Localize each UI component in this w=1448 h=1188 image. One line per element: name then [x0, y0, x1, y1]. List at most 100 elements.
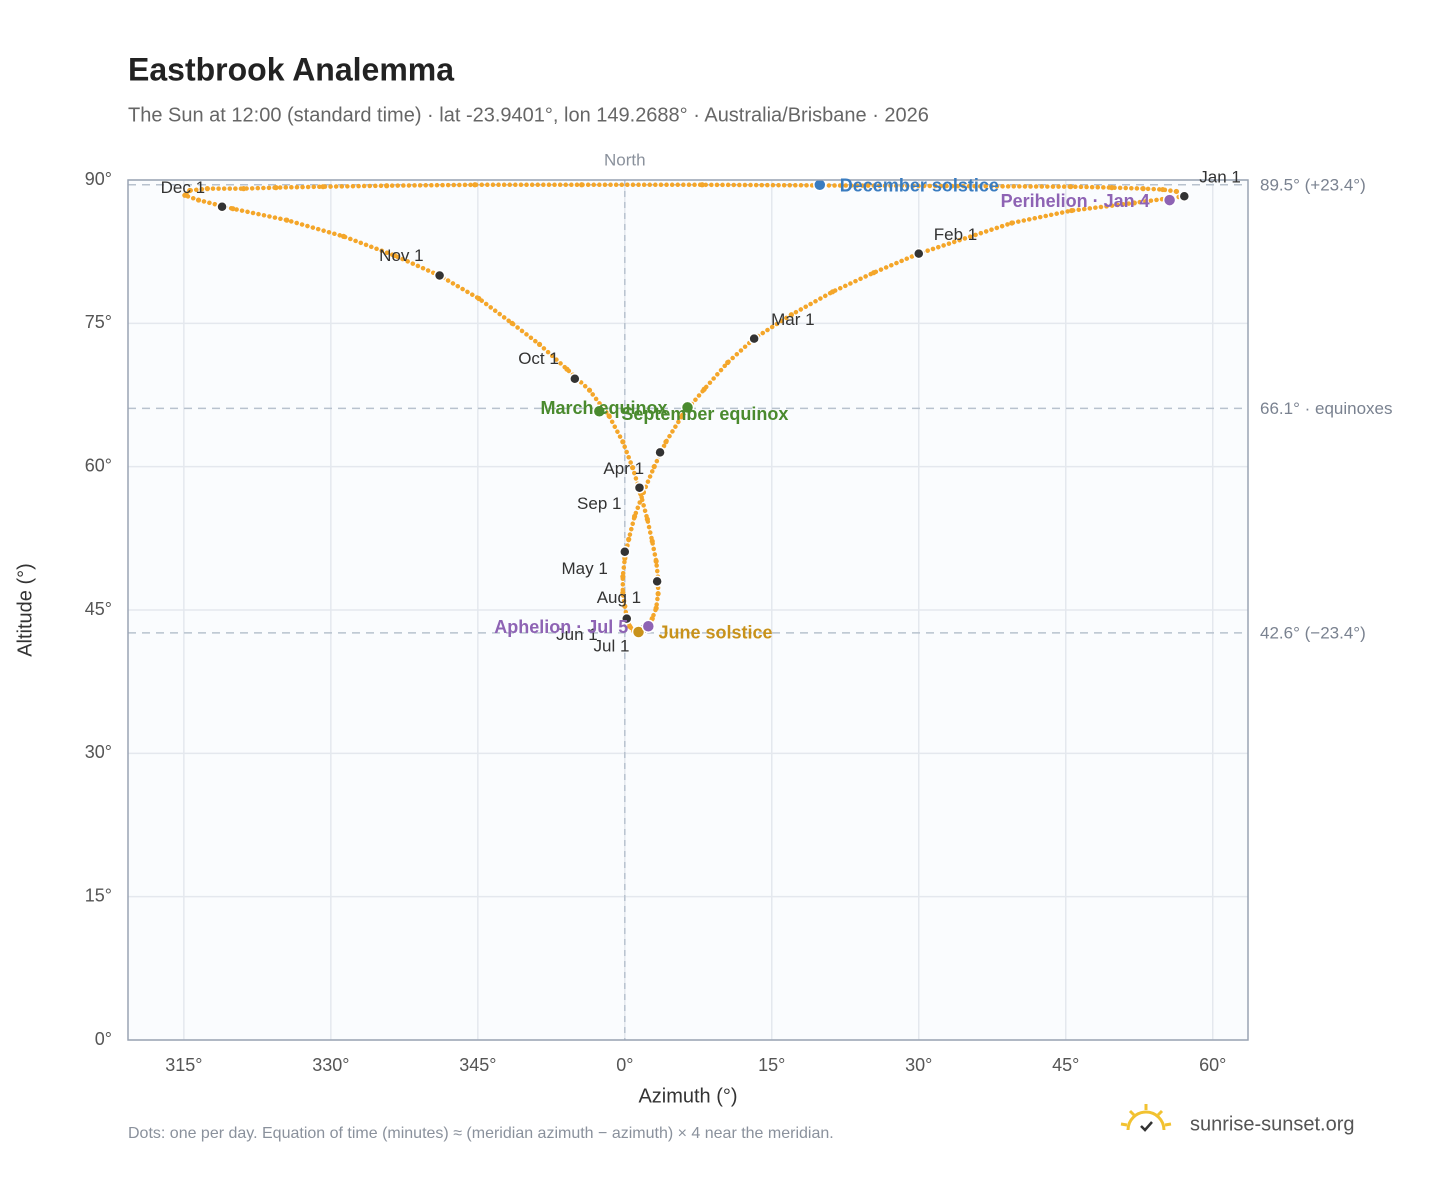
plot-frame: [127, 179, 1249, 1041]
y-tick-label: 45°: [85, 599, 112, 619]
daily-dot: [1131, 200, 1137, 206]
daily-dot: [1160, 186, 1166, 193]
event-marker: [592, 404, 607, 418]
daily-dot: [649, 538, 655, 544]
x-tick-label: 45°: [1052, 1055, 1079, 1075]
daily-dot: [653, 605, 659, 611]
daily-dot: [187, 187, 193, 194]
month-marker: [654, 446, 666, 459]
daily-dot: [631, 513, 638, 519]
event-label: December solstice: [840, 176, 999, 196]
brand-name: sunrise-sunset.org: [1190, 1113, 1355, 1135]
daily-dot: [788, 312, 794, 318]
month-label: Jul 1: [593, 637, 629, 656]
daily-dot: [620, 590, 626, 596]
daily-dot: [384, 183, 390, 189]
daily-dot: [536, 341, 543, 347]
daily-dot: [606, 413, 612, 419]
x-tick-label: 60°: [1199, 1055, 1226, 1075]
month-label: Jun 1: [556, 625, 598, 644]
y-tick-label: 75°: [85, 312, 112, 332]
y-tick-label: 15°: [85, 885, 112, 905]
daily-dot: [241, 186, 247, 192]
daily-dot: [1173, 188, 1180, 195]
x-tick-label: 330°: [312, 1055, 349, 1075]
event-label: Perihelion · Jan 4: [1001, 191, 1150, 211]
daily-dot: [509, 320, 515, 326]
month-marker: [619, 545, 631, 558]
reference-label: 42.6° (−23.4°): [1260, 623, 1366, 642]
reference-label: 89.5° (+23.4°): [1260, 175, 1366, 194]
x-tick-label: 15°: [758, 1055, 785, 1075]
daily-dot: [273, 185, 279, 191]
daily-dot: [320, 184, 326, 190]
daily-dot: [391, 252, 398, 259]
daily-dot: [649, 616, 655, 622]
daily-dot: [284, 217, 290, 223]
month-marker: [621, 612, 633, 625]
marks: [180, 178, 1191, 639]
x-tick-label: 30°: [905, 1055, 932, 1075]
y-axis-label: Altitude (°): [14, 563, 36, 657]
month-marker: [433, 269, 446, 282]
reference-label: 66.1° · equinoxes: [1260, 399, 1393, 418]
event-label: Aphelion · Jul 5: [494, 617, 628, 637]
month-label: Nov 1: [379, 246, 423, 265]
daily-dot: [564, 366, 570, 372]
daily-dot: [620, 573, 626, 580]
meridian-label: North: [604, 150, 646, 169]
month-label: Apr 1: [603, 459, 644, 478]
daily-dot: [195, 197, 202, 203]
x-tick-label: 315°: [165, 1055, 202, 1075]
month-marker: [569, 373, 581, 385]
daily-dot: [627, 623, 633, 629]
event-label: June solstice: [659, 623, 773, 643]
event-label: September equinox: [621, 404, 788, 424]
event-label: March equinox: [540, 398, 667, 418]
y-tick-label: 30°: [85, 742, 112, 762]
daily-dot: [1068, 184, 1074, 190]
event-marker: [641, 619, 656, 633]
daily-dot: [476, 295, 482, 302]
month-marker: [216, 201, 228, 213]
daily-dot: [680, 412, 686, 418]
daily-dot: [1069, 207, 1075, 214]
x-axis-label: Azimuth (°): [638, 1085, 737, 1107]
daily-dot: [472, 182, 478, 188]
daily-dot: [626, 536, 632, 542]
x-tick-label: 345°: [459, 1055, 496, 1075]
chart-title: Eastbrook Analemma: [128, 51, 454, 87]
y-tick-label: 0°: [95, 1029, 112, 1049]
event-marker: [631, 625, 646, 639]
daily-dot: [651, 464, 657, 470]
daily-dot: [340, 233, 347, 239]
event-marker: [1162, 193, 1177, 207]
y-tick-label: 60°: [85, 455, 112, 475]
month-label: Feb 1: [934, 225, 977, 244]
month-marker: [913, 247, 925, 260]
daily-dot: [620, 439, 626, 445]
daily-dot: [182, 192, 188, 198]
month-label: May 1: [562, 559, 608, 578]
month-label: Jan 1: [1199, 168, 1241, 187]
month-label: Mar 1: [771, 310, 814, 329]
month-label: Dec 1: [161, 178, 205, 197]
month-label: Oct 1: [518, 349, 559, 368]
daily-dot: [586, 387, 593, 393]
daily-dot: [1109, 185, 1115, 191]
daily-dot: [653, 558, 659, 564]
daily-dot: [725, 359, 731, 366]
daily-dot: [230, 206, 236, 212]
daily-path: [180, 182, 1187, 636]
month-marker: [748, 332, 760, 345]
daily-dot: [622, 603, 628, 609]
brand-logo: [1120, 1104, 1172, 1132]
daily-dot: [701, 386, 707, 392]
daily-dot: [1009, 220, 1015, 226]
event-marker: [813, 178, 827, 192]
x-tick-label: 0°: [616, 1055, 633, 1075]
daily-dot: [699, 182, 705, 188]
daily-dot: [579, 182, 585, 188]
y-tick-label: 90°: [85, 169, 112, 189]
